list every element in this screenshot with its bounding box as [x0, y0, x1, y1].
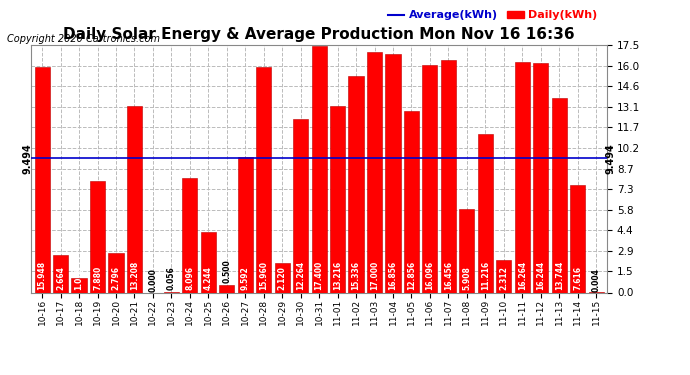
- Bar: [34, 67, 50, 292]
- Text: 12.264: 12.264: [296, 261, 305, 290]
- Text: Copyright 2020 Cartronics.com: Copyright 2020 Cartronics.com: [7, 34, 160, 44]
- Text: 13.216: 13.216: [333, 261, 342, 290]
- Bar: [237, 157, 253, 292]
- Bar: [533, 63, 549, 292]
- Text: 11.216: 11.216: [481, 261, 490, 290]
- Bar: [275, 262, 290, 292]
- Text: 13.744: 13.744: [555, 261, 564, 290]
- Text: 0.000: 0.000: [148, 268, 157, 292]
- Bar: [460, 209, 475, 292]
- Bar: [201, 232, 216, 292]
- Text: 2.120: 2.120: [277, 267, 286, 290]
- Text: 16.856: 16.856: [388, 261, 397, 290]
- Bar: [348, 76, 364, 292]
- Text: 16.264: 16.264: [518, 261, 526, 290]
- Text: 7.616: 7.616: [573, 266, 582, 290]
- Text: 8.096: 8.096: [186, 266, 195, 290]
- Text: 2.664: 2.664: [56, 267, 65, 290]
- Bar: [367, 52, 382, 292]
- Text: 5.908: 5.908: [462, 267, 471, 290]
- Bar: [330, 106, 345, 292]
- Text: 7.880: 7.880: [93, 266, 102, 290]
- Text: 13.208: 13.208: [130, 261, 139, 290]
- Bar: [404, 111, 419, 292]
- Bar: [496, 260, 511, 292]
- Bar: [90, 181, 105, 292]
- Text: 15.948: 15.948: [38, 261, 47, 290]
- Text: 16.244: 16.244: [536, 261, 545, 290]
- Text: 0.056: 0.056: [167, 266, 176, 290]
- Bar: [477, 134, 493, 292]
- Bar: [53, 255, 68, 292]
- Text: 9.494: 9.494: [605, 143, 615, 174]
- Bar: [219, 285, 235, 292]
- Text: 4.244: 4.244: [204, 267, 213, 290]
- Text: 9.592: 9.592: [241, 267, 250, 290]
- Bar: [312, 46, 326, 292]
- Text: 15.336: 15.336: [352, 261, 361, 290]
- Text: 2.796: 2.796: [112, 266, 121, 290]
- Bar: [551, 98, 566, 292]
- Bar: [293, 119, 308, 292]
- Text: 15.960: 15.960: [259, 261, 268, 290]
- Text: 17.000: 17.000: [370, 261, 379, 290]
- Text: 1.028: 1.028: [75, 266, 83, 290]
- Bar: [441, 60, 456, 292]
- Text: 16.456: 16.456: [444, 261, 453, 290]
- Bar: [256, 67, 271, 292]
- Text: 0.004: 0.004: [591, 268, 600, 292]
- Bar: [515, 63, 530, 292]
- Bar: [127, 106, 142, 292]
- Title: Daily Solar Energy & Average Production Mon Nov 16 16:36: Daily Solar Energy & Average Production …: [63, 27, 575, 42]
- Bar: [570, 185, 585, 292]
- Bar: [72, 278, 87, 292]
- Text: 9.494: 9.494: [23, 143, 33, 174]
- Text: 0.500: 0.500: [222, 260, 231, 283]
- Bar: [386, 54, 401, 292]
- Text: 17.400: 17.400: [315, 261, 324, 290]
- Text: 16.096: 16.096: [426, 261, 435, 290]
- Bar: [422, 65, 437, 292]
- Bar: [108, 253, 124, 292]
- Bar: [182, 178, 197, 292]
- Legend: Average(kWh), Daily(kWh): Average(kWh), Daily(kWh): [383, 6, 602, 25]
- Text: 12.856: 12.856: [407, 261, 416, 290]
- Text: 2.312: 2.312: [500, 267, 509, 290]
